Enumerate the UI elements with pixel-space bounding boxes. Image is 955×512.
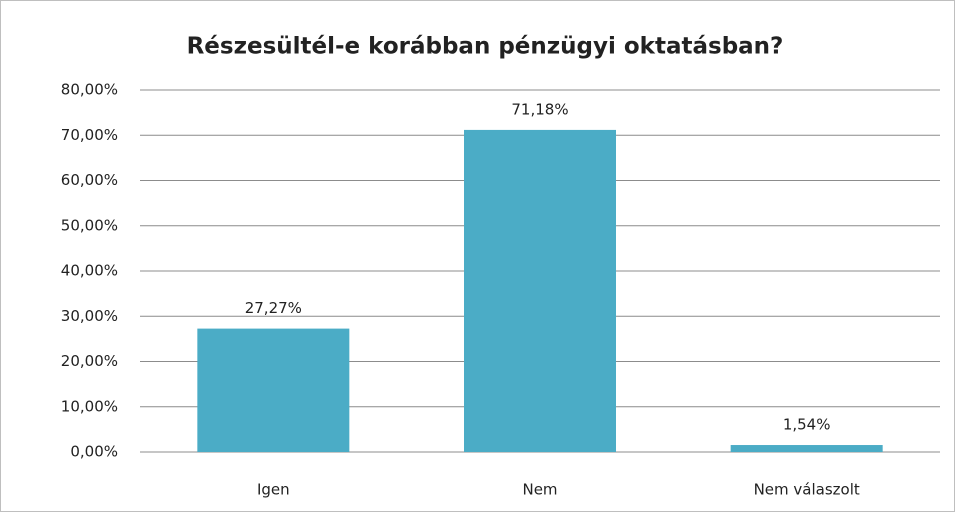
value-label: 1,54%	[783, 416, 831, 434]
x-tick-label: Igen	[257, 481, 290, 499]
y-tick-label: 10,00%	[61, 397, 118, 415]
bar	[197, 328, 350, 452]
value-label: 71,18%	[511, 100, 568, 118]
bar	[730, 445, 883, 452]
value-label: 27,27%	[245, 299, 302, 317]
y-tick-label: 50,00%	[61, 216, 118, 234]
chart-title: Részesültél-e korábban pénzügyi oktatásb…	[187, 34, 784, 60]
x-tick-label: Nem	[522, 481, 557, 499]
y-tick-label: 80,00%	[61, 81, 118, 99]
y-tick-label: 70,00%	[61, 126, 118, 144]
y-tick-label: 60,00%	[61, 171, 118, 189]
bar	[464, 129, 616, 452]
y-tick-label: 20,00%	[61, 352, 118, 370]
x-tick-label: Nem válaszolt	[754, 481, 860, 499]
y-tick-label: 40,00%	[61, 262, 118, 280]
y-tick-label: 0,00%	[70, 443, 118, 461]
y-tick-label: 30,00%	[61, 307, 118, 325]
